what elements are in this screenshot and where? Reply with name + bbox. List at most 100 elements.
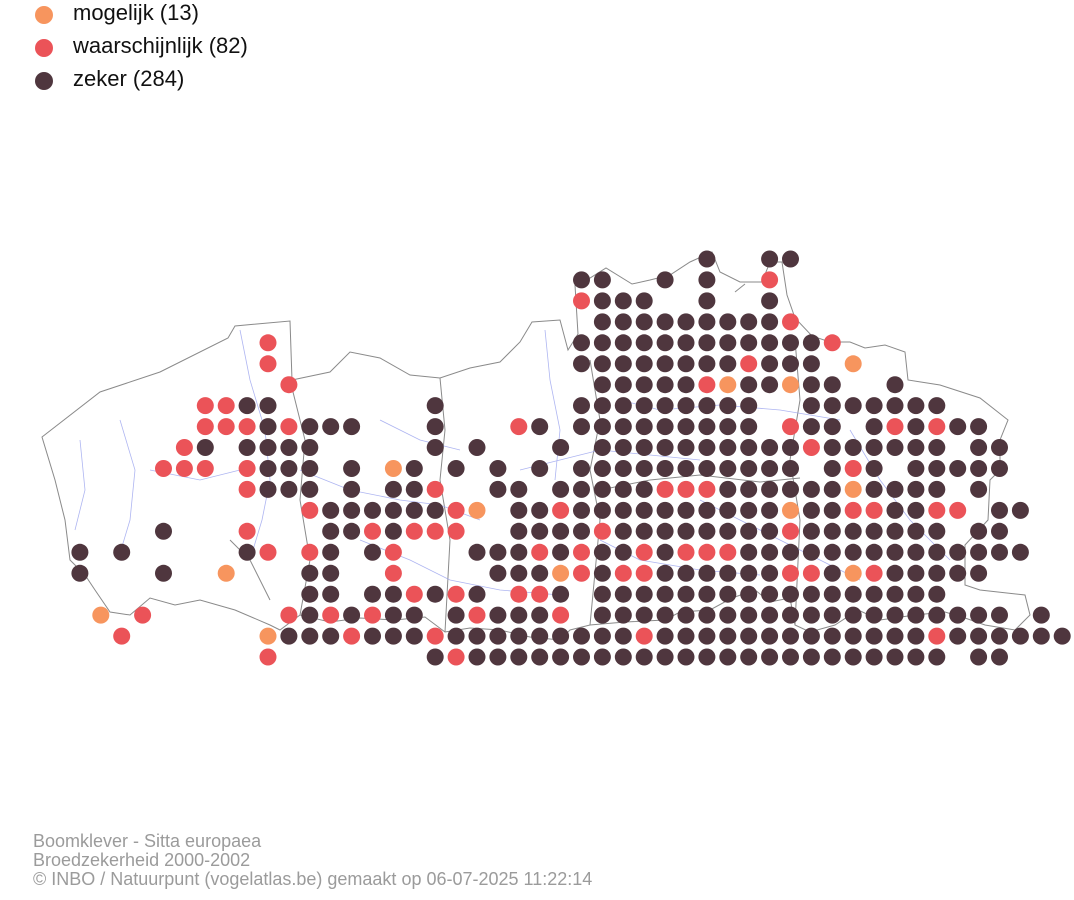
map-point-waarschijnlijk bbox=[175, 439, 193, 456]
map-point-zeker bbox=[886, 564, 904, 582]
map-point-zeker bbox=[71, 543, 89, 561]
map-point-zeker bbox=[384, 627, 402, 645]
map-point-zeker bbox=[928, 648, 946, 666]
map-point-zeker bbox=[740, 418, 758, 436]
map-point-zeker bbox=[656, 397, 674, 415]
map-point-zeker bbox=[573, 501, 590, 519]
map-point-zeker bbox=[740, 564, 758, 582]
map-point-zeker bbox=[740, 543, 758, 561]
map-point-zeker bbox=[656, 334, 674, 352]
map-point-zeker bbox=[740, 334, 758, 352]
map-point-zeker bbox=[322, 418, 340, 436]
map-point-zeker bbox=[719, 334, 737, 352]
map-point-zeker bbox=[510, 564, 528, 582]
map-point-zeker bbox=[907, 439, 925, 456]
map-point-waarschijnlijk bbox=[656, 480, 674, 498]
map-point-waarschijnlijk bbox=[740, 355, 758, 373]
map-point-mogelijk bbox=[844, 564, 862, 582]
map-point-waarschijnlijk bbox=[113, 627, 131, 645]
map-point-waarschijnlijk bbox=[928, 627, 946, 645]
map-point-waarschijnlijk bbox=[573, 564, 590, 582]
map-point-zeker bbox=[761, 376, 779, 394]
map-point-waarschijnlijk bbox=[593, 522, 611, 540]
map-point-zeker bbox=[698, 627, 716, 645]
map-point-zeker bbox=[259, 480, 277, 498]
map-point-zeker bbox=[677, 397, 695, 415]
map-point-waarschijnlijk bbox=[782, 313, 799, 331]
map-point-mogelijk bbox=[844, 355, 862, 373]
map-point-waarschijnlijk bbox=[949, 501, 967, 519]
map-point-zeker bbox=[573, 334, 590, 352]
map-point-zeker bbox=[426, 418, 444, 436]
map-point-zeker bbox=[970, 627, 988, 645]
map-point-zeker bbox=[907, 501, 925, 519]
map-point-zeker bbox=[907, 543, 925, 561]
map-point-zeker bbox=[698, 522, 716, 540]
map-point-zeker bbox=[698, 460, 716, 477]
map-point-zeker bbox=[656, 418, 674, 436]
map-point-zeker bbox=[740, 397, 758, 415]
map-point-zeker bbox=[823, 543, 841, 561]
map-point-zeker bbox=[656, 313, 674, 331]
map-point-zeker bbox=[384, 606, 402, 624]
map-point-zeker bbox=[614, 334, 632, 352]
map-point-zeker bbox=[991, 606, 1008, 624]
map-point-zeker bbox=[384, 522, 402, 540]
map-point-waarschijnlijk bbox=[447, 522, 465, 540]
map-point-zeker bbox=[552, 585, 570, 603]
map-point-zeker bbox=[802, 585, 820, 603]
map-point-zeker bbox=[865, 439, 883, 456]
map-point-zeker bbox=[426, 501, 444, 519]
map-point-zeker bbox=[719, 418, 737, 436]
map-point-zeker bbox=[71, 564, 89, 582]
map-point-waarschijnlijk bbox=[698, 480, 716, 498]
map-point-zeker bbox=[970, 480, 988, 498]
map-point-zeker bbox=[782, 480, 799, 498]
map-point-zeker bbox=[614, 355, 632, 373]
map-point-zeker bbox=[928, 522, 946, 540]
map-point-zeker bbox=[991, 543, 1008, 561]
map-point-zeker bbox=[1032, 627, 1050, 645]
map-point-zeker bbox=[301, 480, 319, 498]
map-point-zeker bbox=[384, 480, 402, 498]
map-point-zeker bbox=[698, 355, 716, 373]
map-point-zeker bbox=[384, 585, 402, 603]
map-point-zeker bbox=[343, 522, 361, 540]
map-point-zeker bbox=[573, 648, 590, 666]
map-point-zeker bbox=[761, 250, 779, 268]
map-point-zeker bbox=[907, 460, 925, 477]
map-point-zeker bbox=[405, 460, 423, 477]
map-point-waarschijnlijk bbox=[865, 564, 883, 582]
map-point-zeker bbox=[677, 606, 695, 624]
period-label: Broedzekerheid 2000-2002 bbox=[33, 850, 251, 870]
map-point-zeker bbox=[802, 522, 820, 540]
map-point-mogelijk bbox=[468, 501, 486, 519]
map-point-zeker bbox=[301, 564, 319, 582]
map-point-zeker bbox=[614, 522, 632, 540]
map-point-zeker bbox=[761, 480, 779, 498]
map-point-waarschijnlijk bbox=[322, 606, 340, 624]
map-point-zeker bbox=[844, 606, 862, 624]
map-point-zeker bbox=[510, 522, 528, 540]
map-point-waarschijnlijk bbox=[802, 564, 820, 582]
map-point-zeker bbox=[656, 627, 674, 645]
map-point-zeker bbox=[635, 501, 653, 519]
map-point-zeker bbox=[447, 606, 465, 624]
map-point-zeker bbox=[573, 460, 590, 477]
map-point-waarschijnlijk bbox=[175, 460, 193, 477]
map-point-zeker bbox=[970, 460, 988, 477]
map-point-waarschijnlijk bbox=[698, 376, 716, 394]
map-point-zeker bbox=[322, 501, 340, 519]
map-point-zeker bbox=[928, 460, 946, 477]
map-point-zeker bbox=[823, 397, 841, 415]
map-point-zeker bbox=[761, 585, 779, 603]
map-point-waarschijnlijk bbox=[364, 606, 381, 624]
map-point-zeker bbox=[510, 501, 528, 519]
legend-label-zeker: zeker (284) bbox=[73, 66, 185, 91]
map-point-zeker bbox=[907, 606, 925, 624]
map-point-zeker bbox=[405, 627, 423, 645]
map-point-zeker bbox=[614, 585, 632, 603]
map-point-zeker bbox=[844, 585, 862, 603]
map-point-zeker bbox=[865, 460, 883, 477]
map-point-mogelijk bbox=[844, 480, 862, 498]
